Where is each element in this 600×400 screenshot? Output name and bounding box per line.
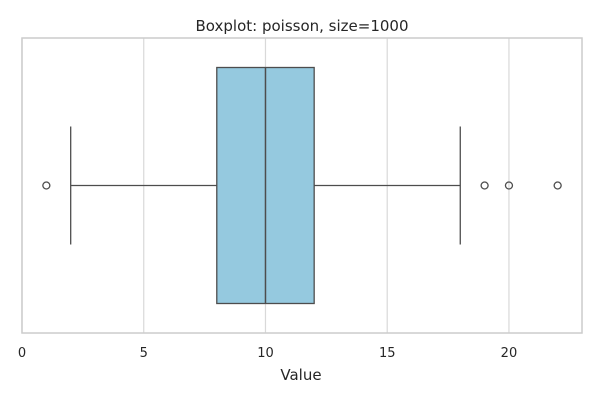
x-tick-label-0: 0 <box>18 346 26 361</box>
plot-frame <box>21 37 583 334</box>
x-tick-label-10: 10 <box>257 346 274 361</box>
chart-title: Boxplot: poisson, size=1000 <box>196 17 409 35</box>
outlier-point-1 <box>480 181 489 190</box>
x-tick-label-20: 20 <box>501 346 518 361</box>
box-group <box>42 66 562 305</box>
outlier-point-3 <box>553 181 562 190</box>
x-axis-label: Value <box>280 366 321 384</box>
x-axis-ticks: 0 5 10 15 20 <box>18 346 517 361</box>
outlier-point-2 <box>504 181 514 190</box>
outlier-point-0 <box>42 181 51 190</box>
x-tick-label-5: 5 <box>140 346 148 361</box>
x-tick-label-15: 15 <box>379 346 396 361</box>
